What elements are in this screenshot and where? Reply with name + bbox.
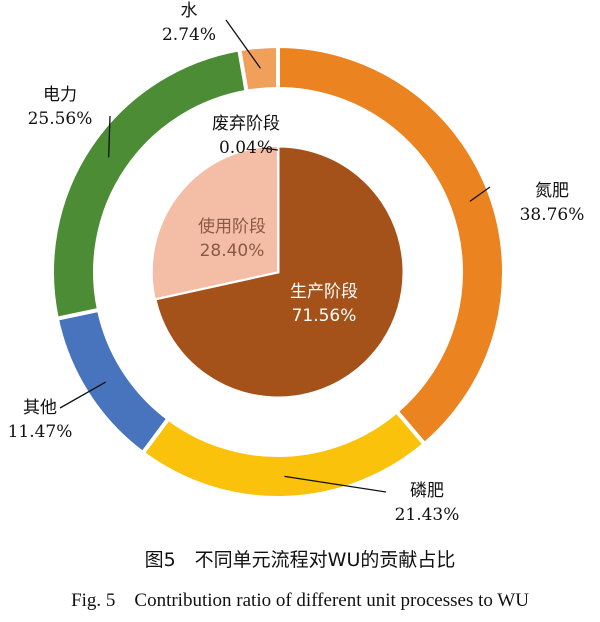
outer-label-2: 其他 — [23, 398, 57, 418]
leader-line-4 — [225, 19, 261, 69]
outer-label-0: 氮肥 — [535, 181, 569, 201]
figure-caption-en: Fig. 5 Contribution ratio of different u… — [71, 590, 529, 611]
inner-value-0: 71.56% — [292, 306, 357, 326]
outer-slice-2 — [54, 307, 172, 456]
leader-line-inner-2 — [261, 147, 278, 151]
leader-line-0 — [469, 186, 491, 202]
outer-label-1: 磷肥 — [410, 481, 444, 501]
outer-label-3: 电力 — [43, 85, 77, 105]
outer-value-4: 2.74% — [162, 25, 216, 45]
outer-value-2: 11.47% — [8, 422, 73, 442]
outer-ring — [50, 43, 506, 500]
inner-label-2: 废弃阶段 — [212, 114, 280, 134]
leader-line-1 — [284, 475, 387, 493]
outer-slice-4 — [236, 43, 280, 95]
leader-lines — [59, 19, 491, 493]
outer-value-0: 38.76% — [520, 205, 585, 225]
nested-donut-chart: 氮肥 38.76% 磷肥 21.43% 其他 11.47% 电力 25.56% 水 2.74% 生产… — [8, 1, 585, 525]
inner-slice-0 — [153, 144, 406, 400]
outer-value-3: 25.56% — [28, 109, 93, 129]
inner-label-1: 使用阶段 — [198, 216, 266, 237]
outer-slice-1 — [139, 408, 428, 500]
outer-label-4: 水 — [181, 1, 198, 21]
outer-value-1: 21.43% — [395, 505, 460, 525]
inner-slice-1 — [151, 145, 279, 300]
figure-caption-cn: 图5 不同单元流程对WU的贡献占比 — [144, 549, 456, 571]
slice-labels: 氮肥 38.76% 磷肥 21.43% 其他 11.47% 电力 25.56% 水 2.74% 生产… — [8, 1, 585, 525]
inner-label-0: 生产阶段 — [290, 282, 358, 302]
inner-value-1: 28.40% — [200, 241, 265, 261]
inner-value-2: 0.04% — [219, 138, 273, 158]
leader-line-2 — [59, 381, 106, 409]
leader-line-3 — [108, 115, 111, 158]
inner-pie — [151, 144, 406, 400]
